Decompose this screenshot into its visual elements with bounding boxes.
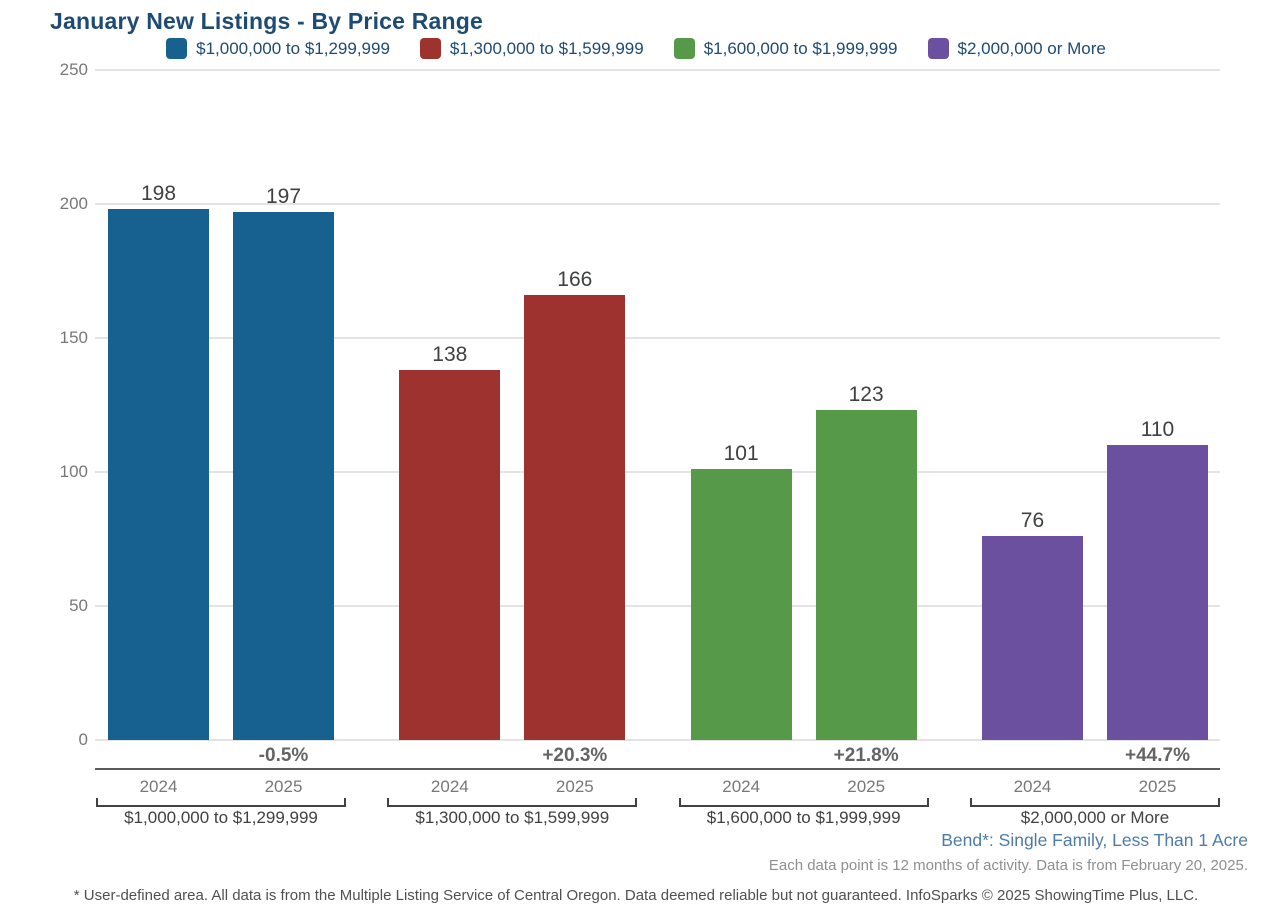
legend-item: $1,600,000 to $1,999,999 bbox=[673, 38, 898, 59]
year-label: 2025 bbox=[264, 777, 303, 796]
plot-area: 198 197 138 166 101 123 76 110 bbox=[95, 69, 1220, 741]
group-bracket bbox=[387, 798, 638, 807]
legend-label: $1,000,000 to $1,299,999 bbox=[196, 38, 390, 58]
x-axis-area: 2024 2025 -0.5% $1,000,000 to $1,299,999 202… bbox=[95, 740, 1220, 832]
legend-item: $1,000,000 to $1,299,999 bbox=[166, 38, 390, 59]
bar-value-label: 76 bbox=[1020, 509, 1045, 532]
bar bbox=[399, 370, 501, 740]
y-tick-label: 100 bbox=[59, 462, 88, 481]
gridline bbox=[95, 739, 1220, 741]
y-tick-label: 250 bbox=[59, 60, 88, 79]
bar bbox=[815, 410, 917, 740]
bar bbox=[108, 209, 209, 740]
legend-item: $2,000,000 or More bbox=[927, 38, 1106, 59]
chart-title: January New Listings - By Price Range bbox=[50, 8, 484, 34]
pct-change-label: +20.3% bbox=[542, 745, 608, 766]
bar-value-label: 197 bbox=[265, 185, 302, 208]
group-label: $1,300,000 to $1,599,999 bbox=[415, 808, 610, 827]
bar-value-label: 166 bbox=[557, 268, 593, 291]
group-label: $1,600,000 to $1,999,999 bbox=[706, 808, 901, 827]
year-label: 2024 bbox=[430, 777, 469, 796]
year-label: 2025 bbox=[847, 777, 886, 796]
pct-change-label: +21.8% bbox=[833, 745, 899, 766]
bar-value-label: 123 bbox=[848, 383, 884, 406]
axis-separator-line bbox=[95, 768, 1220, 770]
legend-item: $1,300,000 to $1,599,999 bbox=[419, 38, 644, 59]
footnote-disclaimer: * User-defined area. All data is from th… bbox=[73, 887, 1199, 904]
legend-swatch bbox=[673, 38, 695, 59]
year-label: 2025 bbox=[1138, 777, 1177, 796]
bar-value-label: 138 bbox=[432, 343, 468, 366]
bar bbox=[690, 469, 792, 740]
legend-swatch bbox=[166, 38, 188, 59]
gridline bbox=[95, 69, 1220, 71]
legend-swatch bbox=[419, 38, 441, 59]
group-label: $2,000,000 or More bbox=[1020, 808, 1170, 827]
y-tick-label: 150 bbox=[59, 328, 88, 347]
footnote-data-note: Each data point is 12 months of activity… bbox=[768, 857, 1248, 874]
bar-value-label: 101 bbox=[723, 442, 759, 465]
legend-swatch bbox=[927, 38, 949, 59]
pct-change-label: +44.7% bbox=[1124, 745, 1190, 766]
bar bbox=[233, 212, 334, 740]
y-tick-label: 50 bbox=[69, 596, 88, 615]
group-bracket bbox=[969, 798, 1220, 807]
legend-label: $1,600,000 to $1,999,999 bbox=[703, 38, 898, 58]
bar bbox=[981, 536, 1083, 740]
year-label: 2024 bbox=[722, 777, 761, 796]
legend-label: $1,300,000 to $1,599,999 bbox=[449, 38, 644, 58]
gridline bbox=[95, 337, 1220, 339]
bar bbox=[524, 295, 626, 740]
y-tick-label: 200 bbox=[59, 194, 88, 213]
gridline bbox=[95, 605, 1220, 607]
footnote-area: Bend*: Single Family, Less Than 1 Acre bbox=[941, 830, 1248, 850]
gridline bbox=[95, 471, 1220, 473]
pct-change-label: -0.5% bbox=[258, 745, 309, 766]
gridline bbox=[95, 203, 1220, 205]
group-label: $1,000,000 to $1,299,999 bbox=[124, 808, 318, 827]
group-bracket bbox=[96, 798, 346, 807]
group-bracket bbox=[678, 798, 929, 807]
bar bbox=[1106, 445, 1208, 740]
year-label: 2024 bbox=[139, 777, 178, 796]
legend-label: $2,000,000 or More bbox=[957, 38, 1106, 58]
year-label: 2025 bbox=[555, 777, 594, 796]
y-tick-label: 0 bbox=[78, 730, 88, 749]
bar-value-label: 110 bbox=[1140, 418, 1175, 441]
year-label: 2024 bbox=[1013, 777, 1052, 796]
bar-value-label: 198 bbox=[140, 182, 177, 205]
legend: $1,000,000 to $1,299,999 $1,300,000 to $1… bbox=[0, 38, 1272, 59]
